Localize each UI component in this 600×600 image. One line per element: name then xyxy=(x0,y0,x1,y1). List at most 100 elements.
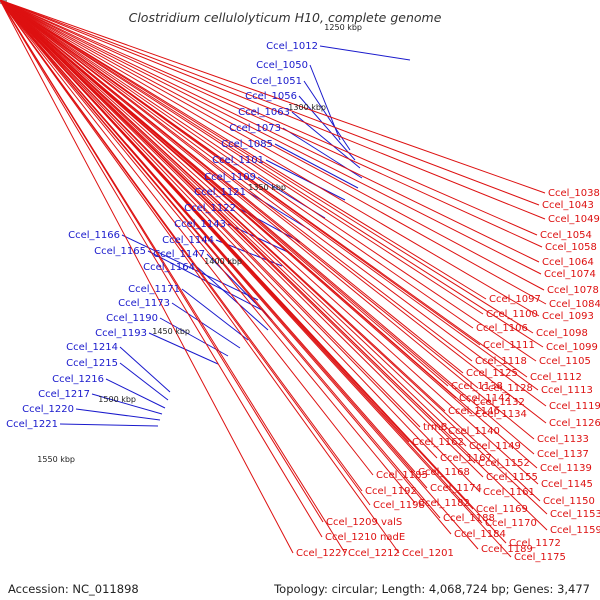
gene-label-right: Ccel_1168 xyxy=(418,467,470,478)
gene-label-right: Ccel_1159 xyxy=(550,525,600,536)
callout-line xyxy=(0,0,540,263)
callout-line xyxy=(274,143,359,189)
gene-label-right: Ccel_1137 xyxy=(537,449,589,460)
callout-line xyxy=(0,0,346,554)
callout-line xyxy=(0,0,400,554)
gene-label-right: Ccel_1201 xyxy=(402,548,454,559)
map-title: Clostridium cellulolyticum H10, complete… xyxy=(129,10,442,25)
gene-label-right: Ccel_1142 xyxy=(459,393,511,404)
callout-line xyxy=(0,0,535,440)
gene-label-right: Ccel_1170 xyxy=(485,518,537,529)
gene-label-left: Ccel_1056 xyxy=(245,91,297,102)
gene-label-right: Ccel_1161 xyxy=(483,487,535,498)
gene-label-right: Ccel_1162 xyxy=(412,437,464,448)
gene-label-right: Ccel_1126 xyxy=(549,418,600,429)
gene-label-right: Ccel_1175 xyxy=(514,552,566,563)
gene-label-right: Ccel_1138 xyxy=(451,381,503,392)
gene-label-right: Ccel_1184 xyxy=(454,529,506,540)
callout-line xyxy=(0,0,416,504)
gene-label-left: Ccel_1216 xyxy=(52,374,104,385)
gene-label-right: Ccel_1172 xyxy=(509,538,561,549)
gene-label-right: Ccel_1169 xyxy=(476,504,528,515)
gene-label-right: Ccel_1118 xyxy=(475,356,527,367)
gene-label-right: Ccel_1049 xyxy=(548,214,600,225)
gene-label-right: Ccel_1185 xyxy=(376,470,428,481)
gene-label-right: Ccel_1140 xyxy=(448,426,500,437)
gene-label-left: Ccel_1165 xyxy=(94,246,146,257)
gene-label-left: Ccel_1144 xyxy=(162,235,214,246)
callout-line xyxy=(0,0,438,459)
callout-line xyxy=(0,0,537,362)
accession-text: Accession: NC_011898 xyxy=(8,582,139,596)
callout-line xyxy=(0,0,484,478)
callout-line xyxy=(265,159,346,201)
callout-line xyxy=(91,393,163,415)
gene-label-left: Ccel_1051 xyxy=(250,76,302,87)
callout-line xyxy=(0,0,542,275)
callout-line xyxy=(59,423,159,427)
callout-line xyxy=(0,0,479,389)
gene-label-right: Ccel_1149 xyxy=(469,441,521,452)
callout-line xyxy=(0,0,371,506)
callout-line xyxy=(0,0,540,317)
callout-line xyxy=(0,0,467,447)
callout-line xyxy=(181,288,249,341)
gene-label-left: Ccel_1121 xyxy=(194,187,246,198)
callout-line xyxy=(0,0,543,248)
callout-line xyxy=(0,0,487,300)
callout-line xyxy=(0,0,507,544)
scale-tick-label: 1500 kbp xyxy=(98,395,136,404)
gene-label-left: Ccel_1109 xyxy=(204,172,256,183)
gene-label-right: Ccel_1132 xyxy=(473,397,525,408)
callout-line xyxy=(0,0,512,558)
gene-label-right: Ccel_1084 xyxy=(549,299,600,310)
gene-label-right: Ccel_1152 xyxy=(478,458,530,469)
gene-label-right: Ccel_1105 xyxy=(539,356,591,367)
callout-line xyxy=(148,332,219,365)
gene-label-right: Ccel_1043 xyxy=(542,200,594,211)
gene-label-right: Ccel_1189 xyxy=(481,544,533,555)
gene-label-right: Ccel_1100 xyxy=(486,309,538,320)
gene-label-right: Ccel_1227 xyxy=(296,548,348,559)
gene-labels: Ccel_1012 Ccel_1050 Ccel_1051 Ccel_1056 Ccel… xyxy=(6,41,600,563)
callout-line xyxy=(0,0,452,535)
gene-label-left: Ccel_1122 xyxy=(184,203,236,214)
callout-line xyxy=(0,0,294,554)
gene-label-right: Ccel_1074 xyxy=(544,269,596,280)
gene-label-right: Ccel_1150 xyxy=(543,496,595,507)
scale-tick-label: 1550 kbp xyxy=(37,455,75,464)
callout-line xyxy=(0,0,538,469)
callout-line xyxy=(0,0,541,502)
gene-label-right: Ccel_1182 xyxy=(418,498,470,509)
gene-label-right: Ccel_1038 xyxy=(548,188,600,199)
callout-lines xyxy=(0,0,548,558)
gene-label-right: Ccel_1198 xyxy=(373,500,425,511)
callout-line xyxy=(171,302,241,349)
gene-label-right: Ccel_1174 xyxy=(430,483,482,494)
gene-label-right: Ccel_1098 xyxy=(536,328,588,339)
gene-label-left: Ccel_1143 xyxy=(174,219,226,230)
scale-tick-label: 1450 kbp xyxy=(152,327,190,336)
callout-line xyxy=(0,0,528,378)
gene-label-left: Ccel_1190 xyxy=(106,313,158,324)
gene-label-right: Ccel_1134 xyxy=(475,409,527,420)
callout-line xyxy=(0,0,544,348)
callout-line xyxy=(319,45,411,61)
gene-label-left: Ccel_1173 xyxy=(118,298,170,309)
callout-line xyxy=(75,408,161,421)
callout-line xyxy=(0,0,547,305)
genome-summary: Topology: circular; Length: 4,068,724 bp… xyxy=(274,582,590,596)
callout-line xyxy=(121,234,259,301)
gene-label-left: Ccel_1215 xyxy=(66,358,118,369)
callout-line xyxy=(0,0,546,194)
callout-line xyxy=(196,266,269,331)
gene-label-right: Ccel_1146 xyxy=(448,406,500,417)
gene-label-left: Ccel_1166 xyxy=(68,230,120,241)
gene-label-left: Ccel_1193 xyxy=(95,328,147,339)
gene-label-left: Ccel_1164 xyxy=(143,262,195,273)
callout-line xyxy=(0,0,539,391)
callout-line xyxy=(0,0,539,485)
scale-tick-label: 1300 kbp xyxy=(288,103,326,112)
gene-label-right: Ccel_1167 xyxy=(440,453,492,464)
